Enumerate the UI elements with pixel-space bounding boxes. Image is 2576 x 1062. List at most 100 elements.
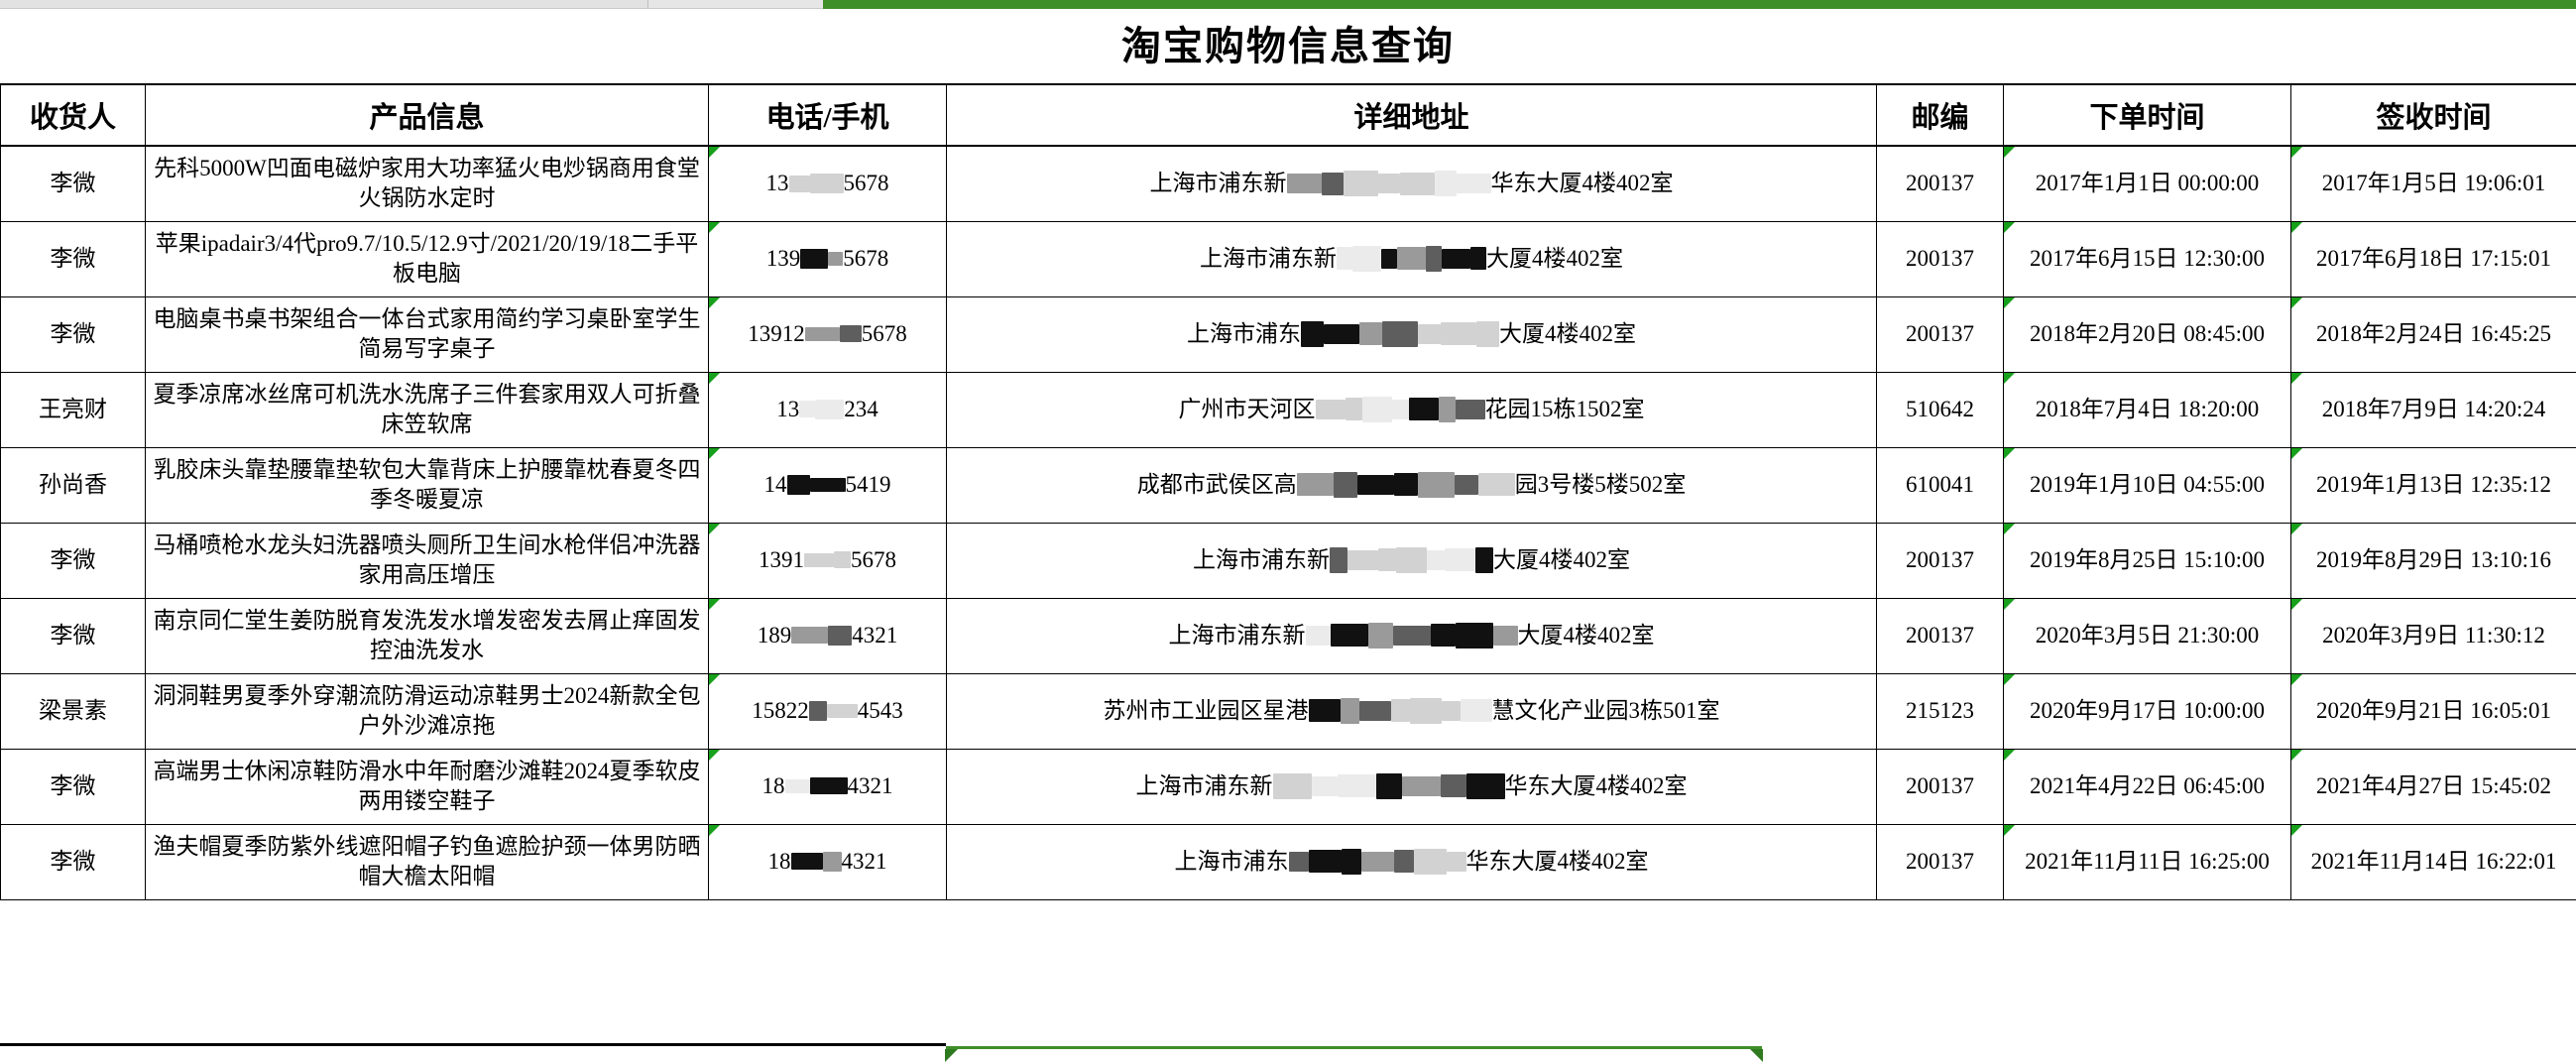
redaction-block [1337,247,1352,270]
cell-order-time[interactable]: 2017年1月1日 00:00:00 [2004,146,2291,221]
cell-address[interactable]: 上海市浦东新华东大厦4楼402室 [947,749,1877,824]
cell-sign-time[interactable]: 2018年7月9日 14:20:24 [2291,372,2576,447]
cell-address[interactable]: 上海市浦东大厦4楼402室 [947,296,1877,372]
cell-sign-time[interactable]: 2020年9月21日 16:05:01 [2291,673,2576,749]
cell-zip[interactable]: 510642 [1877,372,2004,447]
active-cell-selection-frame[interactable] [946,1046,1762,1057]
cell-order-time[interactable]: 2021年4月22日 06:45:00 [2004,749,2291,824]
cell-receiver-name[interactable]: 李微 [1,749,146,824]
error-flag-icon [2004,297,2015,308]
cell-order-time[interactable]: 2020年9月17日 10:00:00 [2004,673,2291,749]
cell-product-info[interactable]: 电脑桌书桌书架组合一体台式家用简约学习桌卧室学生简易写字桌子 [146,296,709,372]
cell-zip[interactable]: 200137 [1877,296,2004,372]
cell-receiver-name[interactable]: 孙尚香 [1,447,146,523]
cell-receiver-name[interactable]: 李微 [1,221,146,296]
column-header-zip[interactable]: 邮编 [1877,84,2004,146]
cell-product-info[interactable]: 高端男士休闲凉鞋防滑水中年耐磨沙滩鞋2024夏季软皮两用镂空鞋子 [146,749,709,824]
cell-order-time[interactable]: 2018年2月20日 08:45:00 [2004,296,2291,372]
address-value: 上海市浦东新大厦4楼402室 [1193,545,1630,575]
cell-address[interactable]: 上海市浦东新华东大厦4楼402室 [947,146,1877,221]
cell-order-time[interactable]: 2019年8月25日 15:10:00 [2004,523,2291,598]
column-header-sign-time[interactable]: 签收时间 [2291,84,2576,146]
cell-address[interactable]: 苏州市工业园区星港慧文化产业园3栋501室 [947,673,1877,749]
cell-address[interactable]: 成都市武侯区高园3号楼5楼502室 [947,447,1877,523]
cell-receiver-name[interactable]: 李微 [1,598,146,673]
cell-receiver-name[interactable]: 李微 [1,296,146,372]
cell-product-info[interactable]: 南京同仁堂生姜防脱育发洗发水增发密发去屑止痒固发控油洗发水 [146,598,709,673]
cell-sign-time[interactable]: 2017年1月5日 19:06:01 [2291,146,2576,221]
cell-zip[interactable]: 200137 [1877,221,2004,296]
cell-sign-time[interactable]: 2021年11月14日 16:22:01 [2291,824,2576,899]
cell-product-info[interactable]: 乳胶床头靠垫腰靠垫软包大靠背床上护腰靠枕春夏冬四季冬暖夏凉 [146,447,709,523]
cell-receiver-name[interactable]: 李微 [1,824,146,899]
cell-sign-time[interactable]: 2019年8月29日 13:10:16 [2291,523,2576,598]
cell-sign-time[interactable]: 2018年2月24日 16:45:25 [2291,296,2576,372]
selection-handle-right[interactable] [1750,1049,1763,1062]
column-header-address[interactable]: 详细地址 [947,84,1877,146]
cell-product-info[interactable]: 渔夫帽夏季防紫外线遮阳帽子钓鱼遮脸护颈一体男防晒帽大檐太阳帽 [146,824,709,899]
cell-zip[interactable]: 215123 [1877,673,2004,749]
cell-receiver-name[interactable]: 王亮财 [1,372,146,447]
column-header-product[interactable]: 产品信息 [146,84,709,146]
redaction-block [1400,173,1435,195]
cell-zip[interactable]: 200137 [1877,749,2004,824]
scrollbar-segment-left[interactable] [0,0,648,8]
column-header-name[interactable]: 收货人 [1,84,146,146]
cell-sign-time[interactable]: 2020年3月9日 11:30:12 [2291,598,2576,673]
cell-zip[interactable]: 200137 [1877,598,2004,673]
cell-order-time[interactable]: 2018年7月4日 18:20:00 [2004,372,2291,447]
address-suffix: 华东大厦4楼402室 [1505,771,1688,801]
cell-order-time[interactable]: 2021年11月11日 16:25:00 [2004,824,2291,899]
address-value: 上海市浦东新华东大厦4楼402室 [1136,771,1688,801]
scrollbar-segment-mid[interactable] [649,0,823,8]
table-row[interactable]: 李微苹果ipadair3/4代pro9.7/10.5/12.9寸/2021/20… [1,221,2576,296]
cell-receiver-name[interactable]: 李微 [1,523,146,598]
cell-product-info[interactable]: 夏季凉席冰丝席可机洗水洗席子三件套家用双人可折叠床笠软席 [146,372,709,447]
cell-product-info[interactable]: 苹果ipadair3/4代pro9.7/10.5/12.9寸/2021/20/1… [146,221,709,296]
cell-order-time[interactable]: 2020年3月5日 21:30:00 [2004,598,2291,673]
cell-order-time[interactable]: 2017年6月15日 12:30:00 [2004,221,2291,296]
cell-address[interactable]: 上海市浦东新大厦4楼402室 [947,221,1877,296]
redaction-block [828,626,852,646]
cell-zip[interactable]: 610041 [1877,447,2004,523]
cell-product-info[interactable]: 洞洞鞋男夏季外穿潮流防滑运动凉鞋男士2024新款全包户外沙滩凉拖 [146,673,709,749]
cell-product-info[interactable]: 马桶喷枪水龙头妇洗器喷头厕所卫生间水枪伴侣冲洗器家用高压增压 [146,523,709,598]
cell-sign-time[interactable]: 2021年4月27日 15:45:02 [2291,749,2576,824]
selection-handle-left[interactable] [945,1049,958,1062]
column-header-order-time[interactable]: 下单时间 [2004,84,2291,146]
cell-sign-time[interactable]: 2017年6月18日 17:15:01 [2291,221,2576,296]
cell-product-info[interactable]: 先科5000W凹面电磁炉家用大功率猛火电炒锅商用食堂火锅防水定时 [146,146,709,221]
cell-address[interactable]: 广州市天河区花园15栋1502室 [947,372,1877,447]
cell-zip[interactable]: 200137 [1877,523,2004,598]
cell-receiver-name[interactable]: 梁景素 [1,673,146,749]
cell-address[interactable]: 上海市浦东新大厦4楼402室 [947,598,1877,673]
cell-zip[interactable]: 200137 [1877,824,2004,899]
cell-zip[interactable]: 200137 [1877,146,2004,221]
cell-sign-time[interactable]: 2019年1月13日 12:35:12 [2291,447,2576,523]
column-header-phone[interactable]: 电话/手机 [709,84,947,146]
redaction-block [1341,698,1359,724]
cell-address[interactable]: 上海市浦东新大厦4楼402室 [947,523,1877,598]
cell-order-time[interactable]: 2019年1月10日 04:55:00 [2004,447,2291,523]
cell-receiver-name[interactable]: 李微 [1,146,146,221]
cell-address[interactable]: 上海市浦东华东大厦4楼402室 [947,824,1877,899]
